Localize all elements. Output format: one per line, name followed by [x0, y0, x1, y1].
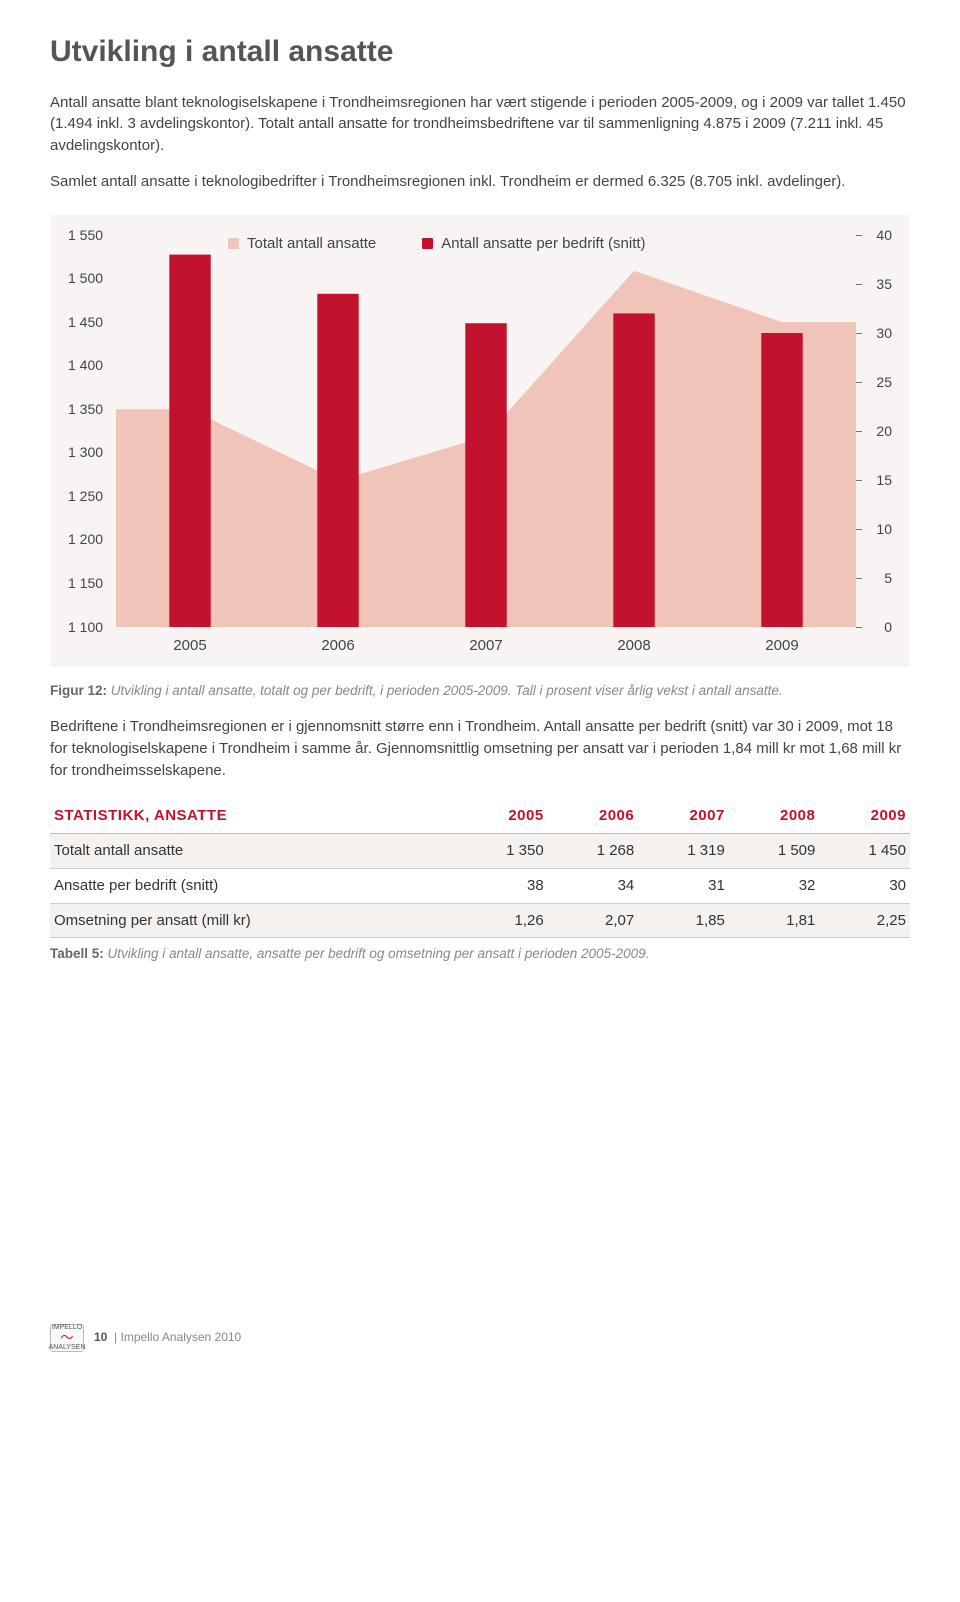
table-cell: 1 509: [729, 834, 820, 869]
chart-container: Totalt antall ansatte Antall ansatte per…: [50, 215, 910, 667]
table-header-cell: 2005: [457, 799, 548, 833]
combo-chart: Totalt antall ansatte Antall ansatte per…: [68, 235, 892, 655]
y-left-tick: 1 300: [68, 442, 114, 462]
logo-text-bottom: ANALYSEN: [49, 1344, 86, 1351]
table-cell: 32: [729, 868, 820, 903]
bar: [317, 293, 358, 626]
y-left-tick: 1 150: [68, 573, 114, 593]
y-right-tick: 35: [846, 273, 892, 293]
bar: [465, 323, 506, 627]
table-cell: 31: [638, 868, 729, 903]
table-header-cell: 2007: [638, 799, 729, 833]
x-axis: 2005 2006 2007 2008 2009: [116, 631, 856, 655]
y-right-tick: 5: [846, 567, 892, 587]
x-tick-label: 2006: [321, 635, 354, 657]
table-row: Omsetning per ansatt (mill kr)1,262,071,…: [50, 903, 910, 938]
figure-text: Utvikling i antall ansatte, totalt og pe…: [107, 683, 783, 698]
table-body: Totalt antall ansatte1 3501 2681 3191 50…: [50, 834, 910, 938]
page-number-line: 10 | Impello Analysen 2010: [94, 1329, 241, 1346]
table-cell: 1 268: [548, 834, 639, 869]
table-cell: 1 350: [457, 834, 548, 869]
y-left-tick: 1 350: [68, 399, 114, 419]
table-cell: 1,81: [729, 903, 820, 938]
y-right-tick: 20: [846, 420, 892, 440]
page-title: Utvikling i antall ansatte: [50, 30, 910, 74]
figure-label: Figur 12:: [50, 683, 107, 698]
table-header-cell: 2009: [819, 799, 910, 833]
page-footer: IMPELLO 〜 ANALYSEN 10 | Impello Analysen…: [50, 1324, 910, 1352]
table-cell: 1,26: [457, 903, 548, 938]
y-left-tick: 1 400: [68, 355, 114, 375]
stats-table: STATISTIKK, ANSATTE20052006200720082009 …: [50, 799, 910, 938]
table-cell: Ansatte per bedrift (snitt): [50, 868, 457, 903]
y-left-tick: 1 500: [68, 268, 114, 288]
y-left-tick: 1 550: [68, 224, 114, 244]
table-cell: Omsetning per ansatt (mill kr): [50, 903, 457, 938]
y-left-tick: 1 450: [68, 311, 114, 331]
y-right-tick: 30: [846, 322, 892, 342]
x-tick-label: 2009: [765, 635, 798, 657]
logo-zigzag-icon: 〜: [60, 1331, 73, 1344]
table-header-cell: 2008: [729, 799, 820, 833]
table-cell: 2,25: [819, 903, 910, 938]
table-cell: 1 319: [638, 834, 729, 869]
chart-svg: [116, 235, 856, 627]
y-axis-right: 4035302520151050: [846, 235, 892, 627]
x-tick-label: 2007: [469, 635, 502, 657]
intro-paragraph-2: Samlet antall ansatte i teknologibedrift…: [50, 171, 910, 193]
table-cell: 1,85: [638, 903, 729, 938]
table-caption: Tabell 5: Utvikling i antall ansatte, an…: [50, 944, 910, 964]
table-text: Utvikling i antall ansatte, ansatte per …: [104, 946, 650, 961]
table-header-cell: 2006: [548, 799, 639, 833]
table-cell: Totalt antall ansatte: [50, 834, 457, 869]
table-row: Totalt antall ansatte1 3501 2681 3191 50…: [50, 834, 910, 869]
page-number: 10: [94, 1330, 107, 1344]
table-cell: 2,07: [548, 903, 639, 938]
x-tick-label: 2005: [173, 635, 206, 657]
table-header-row: STATISTIKK, ANSATTE20052006200720082009: [50, 799, 910, 833]
y-right-tick: 10: [846, 518, 892, 538]
y-right-tick: 40: [846, 224, 892, 244]
y-right-tick: 15: [846, 469, 892, 489]
y-left-tick: 1 200: [68, 529, 114, 549]
impello-logo: IMPELLO 〜 ANALYSEN: [50, 1324, 84, 1352]
table-label: Tabell 5:: [50, 946, 104, 961]
bar: [761, 333, 802, 627]
figure-caption: Figur 12: Utvikling i antall ansatte, to…: [50, 681, 910, 701]
footer-publication: Impello Analysen 2010: [120, 1330, 241, 1344]
bar: [169, 254, 210, 626]
y-axis-left: 1 5501 5001 4501 4001 3501 3001 2501 200…: [68, 235, 114, 627]
table-cell: 38: [457, 868, 548, 903]
table-cell: 30: [819, 868, 910, 903]
chart-plot-area: [116, 235, 856, 627]
analysis-paragraph: Bedriftene i Trondheimsregionen er i gje…: [50, 716, 910, 781]
table-row: Ansatte per bedrift (snitt)3834313230: [50, 868, 910, 903]
y-left-tick: 1 250: [68, 486, 114, 506]
table-cell: 1 450: [819, 834, 910, 869]
x-tick-label: 2008: [617, 635, 650, 657]
bar: [613, 313, 654, 627]
table-cell: 34: [548, 868, 639, 903]
y-right-tick: 25: [846, 371, 892, 391]
intro-paragraph-1: Antall ansatte blant teknologiselskapene…: [50, 92, 910, 157]
table-header-cell: STATISTIKK, ANSATTE: [50, 799, 457, 833]
y-left-tick: 1 100: [68, 616, 114, 636]
